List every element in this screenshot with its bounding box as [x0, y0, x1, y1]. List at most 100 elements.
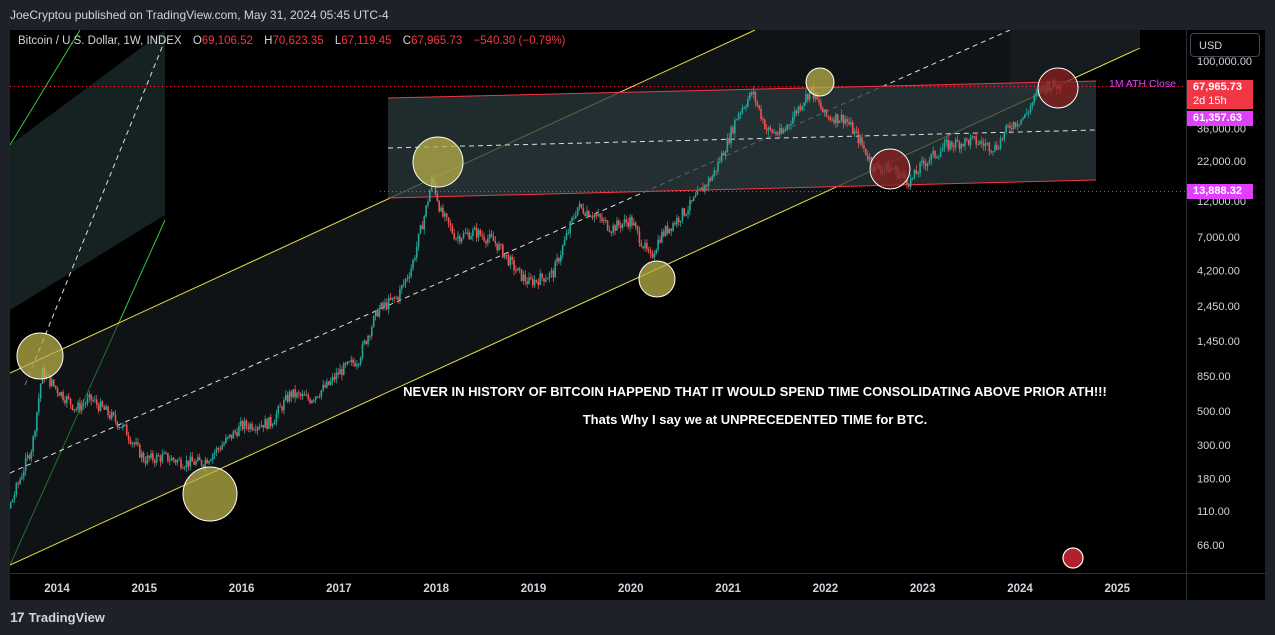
price-tick-label: 66.00 — [1197, 540, 1225, 552]
ath-close-label: 1M ATH Close — [1109, 78, 1176, 90]
candle-body — [689, 200, 691, 211]
candle-body — [1010, 128, 1013, 130]
candle-body — [350, 359, 353, 362]
candle-body — [556, 258, 558, 262]
candle-body — [937, 156, 940, 158]
candle-body — [204, 459, 207, 468]
candle-body — [313, 399, 315, 401]
candle-body — [814, 92, 817, 99]
candle-body — [771, 129, 774, 133]
candle-body — [939, 151, 942, 157]
candle-body — [861, 137, 863, 145]
candle-body — [1007, 125, 1009, 127]
candle-body — [962, 143, 964, 147]
candle-body — [92, 400, 94, 402]
tradingview-footer[interactable]: 17 TradingView — [10, 606, 105, 628]
candle-body — [327, 381, 330, 385]
candle-body — [917, 173, 920, 175]
peak-2021-circle — [805, 67, 835, 97]
candle-body — [531, 278, 534, 286]
candle-body — [139, 444, 141, 458]
candle-body — [657, 239, 659, 250]
open-label: O — [192, 35, 202, 47]
candle-body — [979, 141, 981, 144]
candle-body — [473, 227, 476, 230]
candle-body — [34, 431, 36, 437]
candle-body — [346, 361, 349, 365]
price-chart-svg[interactable] — [10, 30, 1186, 573]
candle-body — [681, 208, 684, 221]
level-tag-lower: 13,888.32 — [1187, 184, 1253, 199]
candle-body — [642, 246, 644, 249]
candle-body — [728, 138, 731, 144]
candle-body — [99, 401, 102, 411]
candle-body — [155, 455, 158, 463]
candle-body — [301, 394, 304, 396]
candle-body — [859, 137, 862, 144]
candle-body — [382, 303, 384, 307]
candle-body — [468, 232, 470, 240]
candle-body — [414, 257, 416, 260]
candle-body — [571, 218, 573, 222]
candle-body — [490, 234, 493, 237]
candle-body — [427, 202, 429, 206]
candle-body — [947, 139, 949, 150]
candle-body — [472, 229, 474, 237]
candle-body — [749, 92, 751, 100]
candle-body — [127, 435, 130, 440]
candle-body — [64, 400, 66, 404]
candle-body — [286, 394, 289, 402]
bottom-2015-circle — [182, 466, 238, 522]
candle-body — [734, 120, 736, 134]
candle-body — [700, 187, 702, 190]
candle-body — [404, 278, 407, 284]
candle-body — [361, 343, 364, 358]
candle-body — [26, 455, 29, 458]
currency-button[interactable]: USD — [1190, 33, 1260, 57]
candle-body — [249, 423, 252, 430]
candle-body — [604, 219, 607, 221]
consolidation-box-mid — [387, 129, 1097, 149]
candle-body — [715, 170, 717, 172]
candle-body — [807, 94, 809, 100]
candle-body — [797, 106, 800, 114]
candle-body — [67, 396, 70, 399]
candle-body — [1012, 122, 1015, 129]
candle-body — [75, 409, 77, 411]
candle-body — [290, 391, 293, 398]
axis-corner — [1186, 573, 1265, 600]
price-tick-label: 2,450.00 — [1197, 301, 1240, 313]
symbol-label[interactable]: Bitcoin / U.S. Dollar, 1W, INDEX — [18, 35, 182, 47]
candle-body — [322, 384, 324, 391]
consolidation-box-top — [387, 80, 1097, 99]
candle-body — [378, 308, 381, 317]
candle-body — [210, 459, 212, 461]
candle-body — [217, 447, 220, 449]
candle-body — [357, 364, 360, 366]
candle-body — [986, 142, 989, 144]
time-tick-label: 2015 — [132, 583, 158, 595]
candle-body — [161, 454, 164, 462]
change-value: −540.30 (−0.79%) — [473, 35, 566, 47]
candle-body — [750, 92, 753, 95]
candle-body — [395, 297, 397, 299]
candle-body — [690, 200, 693, 202]
candle-body — [326, 381, 328, 388]
candle-body — [928, 160, 931, 163]
candle-body — [799, 106, 802, 110]
candle-body — [526, 281, 528, 285]
candle-body — [934, 150, 936, 158]
chart-area[interactable] — [10, 30, 1186, 573]
candle-body — [636, 226, 639, 231]
early-channel-fill — [10, 30, 165, 310]
candle-body — [541, 273, 543, 279]
candle-body — [442, 207, 444, 217]
time-axis[interactable]: 2014 2015 2016 2017 2018 2019 2020 2021 2022 2023… — [10, 573, 1186, 600]
close-label: C — [402, 35, 412, 47]
candle-body — [511, 256, 513, 260]
candle-body — [223, 443, 225, 446]
candle-body — [449, 223, 452, 227]
candle-body — [19, 479, 21, 484]
candle-body — [865, 148, 867, 155]
candle-body — [921, 160, 923, 163]
